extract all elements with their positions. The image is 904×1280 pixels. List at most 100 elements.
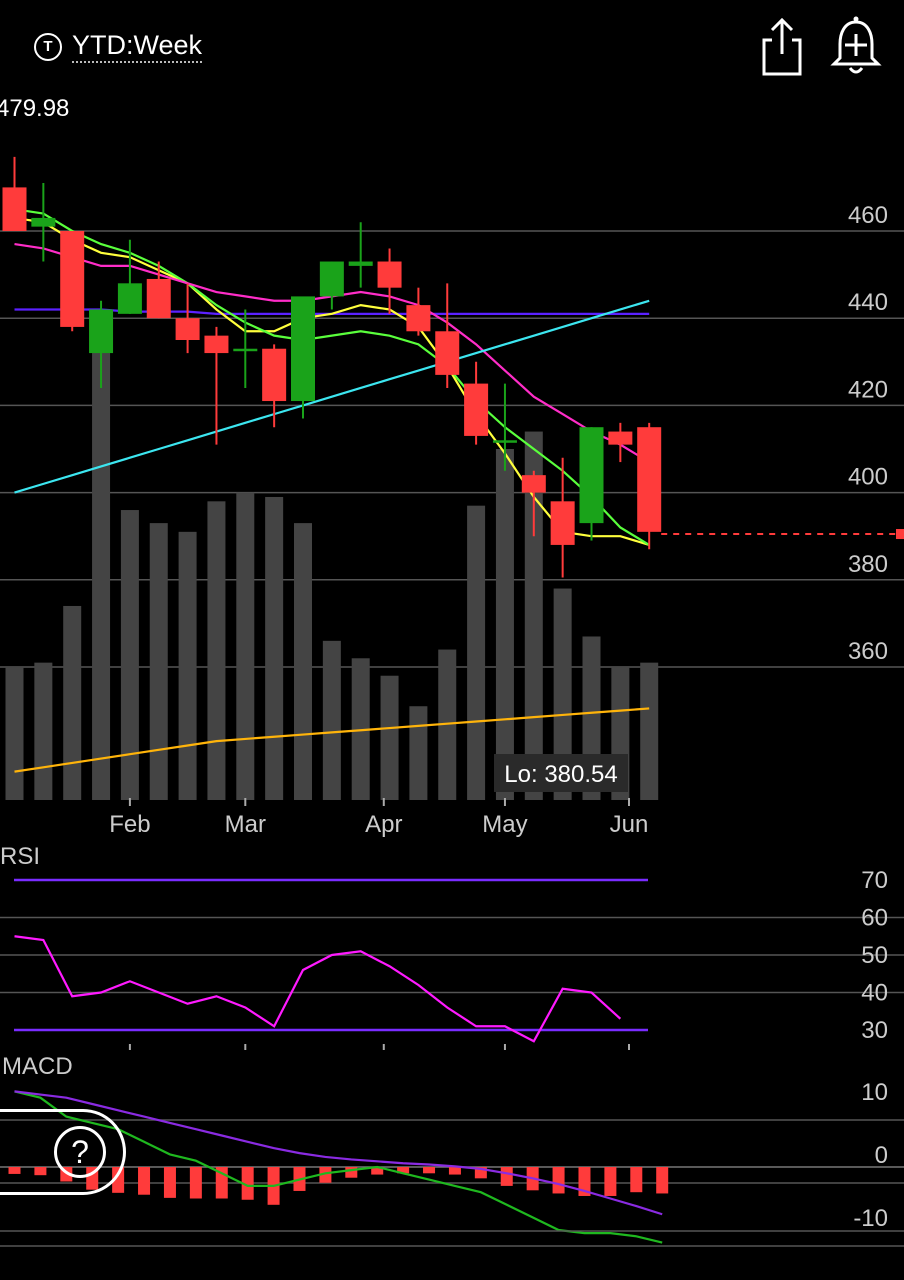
- volume-bar: [322, 640, 341, 800]
- help-icon: ?: [54, 1126, 106, 1178]
- candle-body: [175, 318, 200, 340]
- macd-histogram-bar: [423, 1167, 436, 1174]
- share-button[interactable]: [752, 14, 812, 78]
- macd-histogram-bar: [656, 1167, 669, 1194]
- candle-body: [492, 440, 517, 443]
- candle-body: [233, 348, 258, 352]
- macd-histogram-bar: [448, 1167, 461, 1175]
- price-axis-label: 400: [848, 464, 888, 491]
- volume-bar: [467, 505, 486, 800]
- month-label: Apr: [365, 811, 402, 838]
- macd-histogram-bar: [371, 1167, 384, 1175]
- high-price-label: 479.98: [0, 95, 69, 122]
- volume-bar: [207, 501, 226, 800]
- candle-body: [319, 261, 344, 297]
- rsi-axis-label: 70: [861, 867, 888, 894]
- candle-body: [377, 261, 402, 288]
- rsi-axis-label: 40: [861, 980, 888, 1007]
- candle-body: [435, 331, 460, 375]
- volume-bar: [524, 431, 543, 800]
- volume-bar: [553, 588, 572, 800]
- last-price-marker: [896, 529, 904, 540]
- rsi-axis-label: 60: [861, 905, 888, 932]
- candle-body: [262, 348, 287, 402]
- macd-histogram-bar: [552, 1167, 565, 1194]
- candle-body: [550, 501, 575, 545]
- volume-bar: [34, 662, 53, 800]
- macd-signal-line: [14, 1090, 663, 1216]
- volume-bar: [294, 523, 312, 800]
- macd-histogram-bar: [163, 1167, 176, 1198]
- macd-histogram-bar: [578, 1167, 591, 1196]
- volume-bar: [236, 492, 255, 800]
- add-alert-button[interactable]: [826, 14, 886, 78]
- low-price-label: Lo: 380.54: [504, 761, 617, 788]
- macd-histogram-bar: [345, 1167, 358, 1178]
- candle-body: [406, 305, 431, 332]
- macd-histogram-bar: [319, 1167, 332, 1183]
- candle-body: [637, 427, 662, 532]
- candle-body: [117, 283, 142, 314]
- rsi-title: RSI: [0, 843, 40, 870]
- macd-line: [14, 1090, 663, 1244]
- macd-histogram-bar: [241, 1167, 254, 1200]
- macd-histogram-bar: [604, 1167, 617, 1196]
- macd-histogram-bar: [138, 1167, 151, 1195]
- rsi-axis-label: 50: [861, 942, 888, 969]
- candle-body: [464, 383, 489, 436]
- volume-bar: [149, 523, 168, 800]
- volume-bar: [63, 605, 82, 800]
- candle-body: [31, 217, 56, 227]
- volume-bar: [92, 318, 111, 800]
- volume-bar: [640, 662, 659, 800]
- candle-body: [521, 475, 546, 493]
- moving-average-line: [14, 208, 650, 546]
- macd-title: MACD: [2, 1053, 73, 1080]
- candle-body: [146, 278, 171, 319]
- volume-bar: [495, 449, 514, 800]
- macd-histogram-bar: [630, 1167, 643, 1193]
- volume-bar: [120, 510, 139, 800]
- volume-bar: [5, 667, 24, 800]
- macd-axis-label: 10: [861, 1079, 888, 1106]
- candle-body: [2, 187, 27, 231]
- volume-bar: [380, 675, 399, 800]
- timeframe-selector[interactable]: T YTD:Week: [34, 30, 203, 63]
- macd-axis-label: -10: [853, 1205, 888, 1232]
- macd-histogram-bar: [474, 1167, 487, 1179]
- moving-average-line: [14, 299, 650, 494]
- volume-bar: [409, 706, 428, 800]
- macd-axis-label: 0: [875, 1142, 888, 1169]
- macd-histogram-bar: [189, 1167, 202, 1199]
- rsi-line: [14, 935, 622, 1043]
- candle-body: [60, 231, 85, 327]
- moving-average-line: [14, 216, 650, 546]
- macd-histogram-bar: [500, 1167, 513, 1186]
- add-alert-bell-icon: [830, 16, 882, 74]
- volume-bar: [178, 531, 197, 800]
- macd-histogram-bar: [397, 1167, 410, 1174]
- price-axis-label: 440: [848, 289, 888, 316]
- candle-body: [291, 296, 315, 402]
- moving-average-line: [14, 707, 650, 773]
- share-icon: [762, 17, 802, 76]
- price-axis-label: 460: [848, 202, 888, 229]
- month-label: Jun: [610, 811, 649, 838]
- candle-body: [348, 261, 373, 266]
- low-label-background: [494, 754, 628, 792]
- help-button[interactable]: ?: [0, 1109, 126, 1195]
- month-label: May: [482, 811, 527, 838]
- candle-body: [579, 427, 604, 524]
- timeframe-label: YTD:Week: [72, 30, 203, 63]
- chart-header: T YTD:Week: [0, 0, 904, 90]
- month-label: Mar: [225, 811, 266, 838]
- candle-body: [204, 335, 229, 354]
- timeframe-icon: T: [34, 32, 62, 61]
- rsi-axis-label: 30: [861, 1017, 888, 1044]
- candle-body: [89, 309, 114, 354]
- price-axis-label: 420: [848, 376, 888, 403]
- month-label: Feb: [109, 811, 150, 838]
- candle-body: [608, 431, 633, 445]
- price-axis-label: 380: [848, 551, 888, 578]
